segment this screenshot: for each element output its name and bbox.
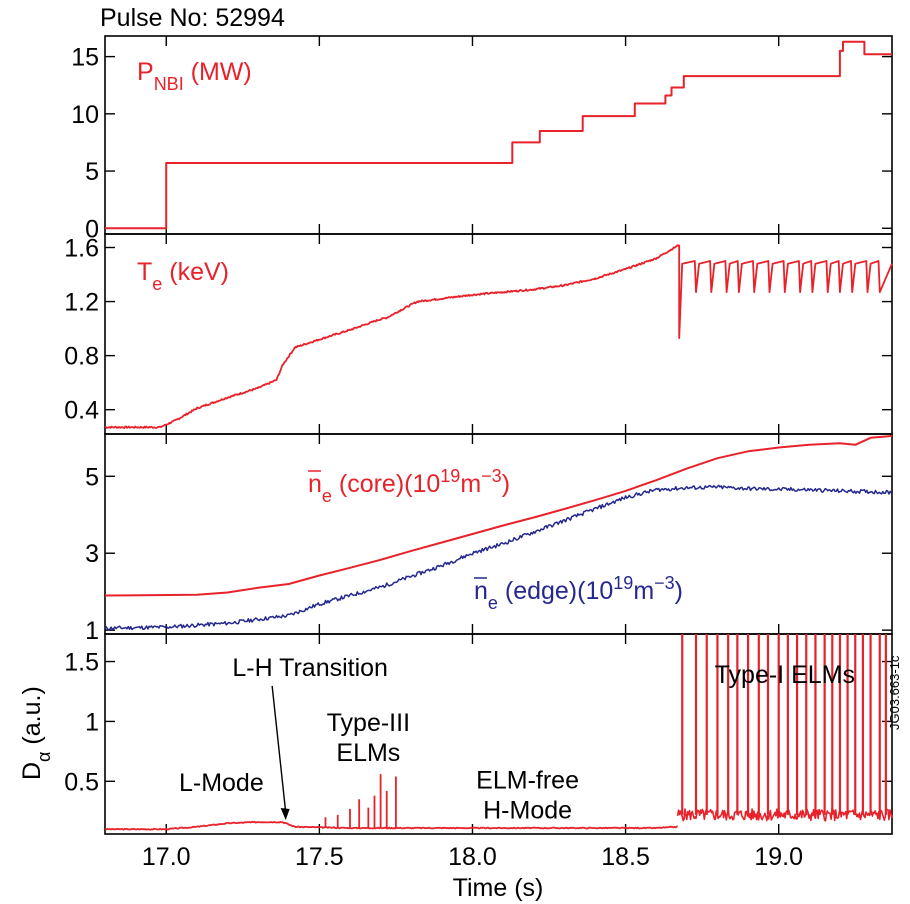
y-tick-label: 10 xyxy=(71,101,99,129)
y-tick-label: 3 xyxy=(85,540,99,568)
lh-transition-arrowhead xyxy=(280,808,290,821)
pulse-number-label: Pulse No: 52994 xyxy=(100,4,285,32)
x-tick-label: 19.0 xyxy=(754,843,803,871)
d-alpha-y-label: Dα (a.u.) xyxy=(18,686,54,780)
y-tick-label: 1 xyxy=(85,617,99,645)
d-alpha-baseline xyxy=(104,820,679,831)
annotation-type-iii-elms: Type-III xyxy=(327,709,410,737)
y-tick-label: 0 xyxy=(85,215,99,243)
y-tick-label: 5 xyxy=(85,158,99,186)
annotation-elm-free: ELM-free xyxy=(476,766,579,794)
x-tick-label: 17.0 xyxy=(142,843,191,871)
h-mode-d-alpha-baseline xyxy=(676,808,893,822)
annotation-type-i-elms: Type-I ELMs xyxy=(715,661,855,689)
annotation-l-mode: L-Mode xyxy=(179,769,264,797)
nbi-power-line xyxy=(105,40,892,230)
y-tick-label: 1.2 xyxy=(64,289,99,317)
density-panel: 1 3 5 ne (core)(1019m−3) ne (edge)(1019m−3) xyxy=(85,433,893,645)
edge-density-label: ne (edge)(1019m−3) xyxy=(474,573,683,613)
x-tick-label: 17.5 xyxy=(295,843,344,871)
nbi-power-label: PNBI (MW) xyxy=(137,58,252,94)
y-tick-label: 0.8 xyxy=(64,343,99,371)
core-density-label: ne (core)(1019m−3) xyxy=(308,466,510,506)
y-tick-label: 1.5 xyxy=(64,649,99,677)
y-tick-label: 0.4 xyxy=(64,397,99,425)
x-tick-label: 18.0 xyxy=(448,843,497,871)
y-tick-label: 15 xyxy=(71,44,99,72)
core-density-line xyxy=(104,434,893,597)
nbi-power-panel: 0 5 10 15 PNBI (MW) xyxy=(71,35,893,243)
y-tick-label: 5 xyxy=(85,463,99,491)
edge-density-line xyxy=(104,484,893,631)
panel-frame xyxy=(104,633,893,835)
electron-temperature-elm-sawtooth xyxy=(678,244,893,340)
y-tick-label: 1 xyxy=(85,708,99,736)
annotation-elm-free: H-Mode xyxy=(483,796,572,824)
lh-transition-arrow xyxy=(271,685,287,813)
x-tick-label: 18.5 xyxy=(601,843,650,871)
electron-temperature-label: Te (keV) xyxy=(137,258,229,294)
y-tick-label: 1.6 xyxy=(64,235,99,263)
annotation-lh-transition: L-H Transition xyxy=(232,654,388,682)
x-axis-label: Time (s) xyxy=(453,874,544,902)
electron-temperature-panel: 0.4 0.8 1.2 1.6 Te (keV) xyxy=(64,233,893,435)
electron-temperature-line xyxy=(104,244,680,429)
y-tick-label: 0.5 xyxy=(64,768,99,796)
d-alpha-panel: 0.5 1 1.5 17.0 17.5 18.0 18.5 19.0 L-Mode L-H Tra… xyxy=(18,633,893,902)
annotation-type-iii-elms: ELMs xyxy=(336,739,400,767)
